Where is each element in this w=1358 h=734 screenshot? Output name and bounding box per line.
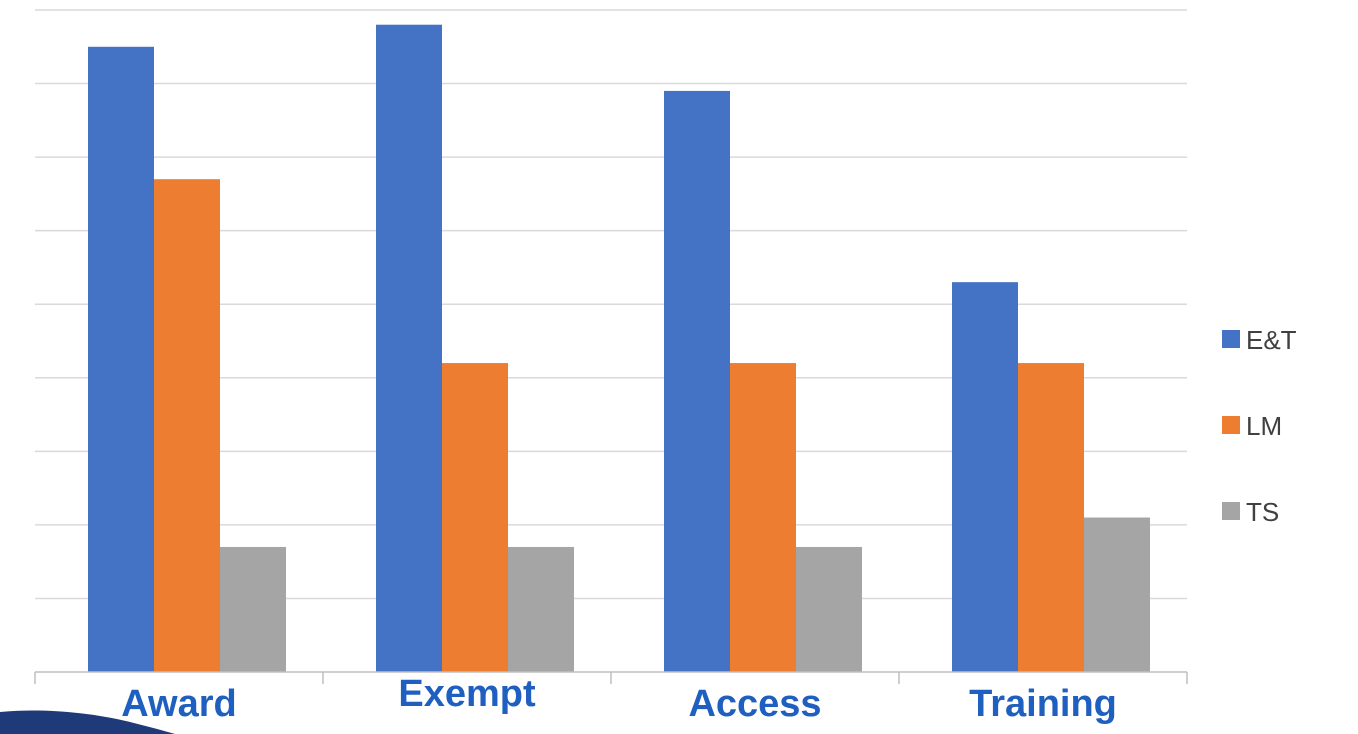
bar-lm-access — [730, 363, 796, 672]
bar-ts-award — [220, 546, 286, 672]
legend-label-1: LM — [1246, 411, 1282, 441]
bar-ts-access — [796, 546, 862, 672]
category-label-exempt: Exempt — [398, 673, 536, 715]
category-labels: Award Exempt Access Training — [121, 673, 1117, 725]
bar-et-award — [88, 46, 154, 673]
bars — [88, 24, 1150, 673]
bar-ts-training — [1084, 517, 1150, 672]
legend: E&T LM TS — [1222, 325, 1297, 527]
legend-swatch-1 — [1222, 416, 1240, 434]
bar-lm-award — [154, 179, 220, 672]
bar-lm-training — [1018, 363, 1084, 672]
legend-swatch-2 — [1222, 502, 1240, 520]
x-axis — [34, 671, 1188, 684]
bar-lm-exempt — [442, 363, 508, 672]
legend-label-0: E&T — [1246, 325, 1297, 355]
corner-swoosh-decoration — [0, 710, 175, 734]
legend-swatch-0 — [1222, 330, 1240, 348]
gridlines — [35, 9, 1187, 600]
category-label-training: Training — [969, 683, 1117, 725]
bar-et-training — [952, 282, 1018, 672]
bar-ts-exempt — [508, 546, 574, 672]
bar-et-exempt — [376, 24, 442, 672]
category-label-access: Access — [688, 683, 821, 725]
legend-label-2: TS — [1246, 497, 1279, 527]
category-label-award: Award — [121, 683, 236, 725]
bar-et-access — [664, 90, 730, 672]
